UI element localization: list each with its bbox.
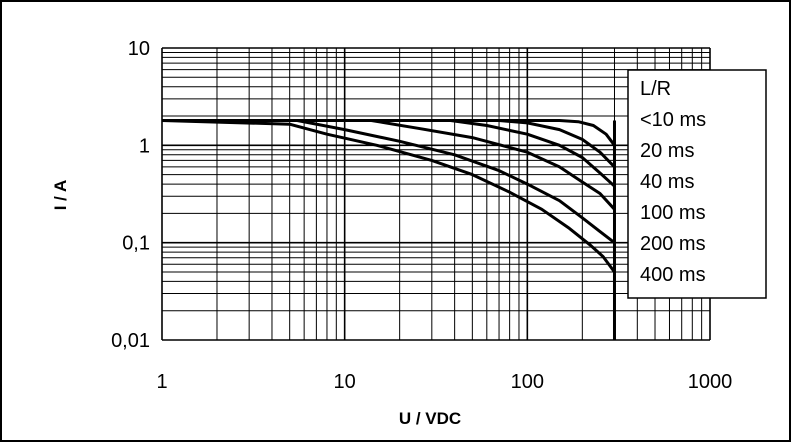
y-tick-label: 0,1 — [122, 233, 150, 255]
series-line — [161, 119, 616, 273]
legend-entry: 200 ms — [640, 233, 706, 255]
y-tick-label: 1 — [139, 135, 150, 157]
series-line — [162, 119, 616, 168]
legend-entry: <10 ms — [640, 109, 706, 131]
y-axis-label: I / A — [51, 180, 70, 211]
x-tick-label: 1 — [156, 371, 167, 393]
tick-labels: 1 10 100 1000 10 1 0,1 0,01 — [111, 38, 732, 393]
legend-title: L/R — [640, 78, 671, 100]
x-axis-label: U / VDC — [399, 409, 461, 428]
series-line — [162, 119, 616, 244]
y-tick-label: 0,01 — [111, 330, 150, 352]
x-tick-label: 10 — [334, 371, 356, 393]
grid — [161, 47, 711, 341]
legend-entry: 400 ms — [640, 264, 706, 286]
legend-box — [627, 69, 767, 299]
legend-entry: 100 ms — [640, 202, 706, 224]
x-tick-label: 1000 — [688, 371, 733, 393]
x-tick-label: 100 — [511, 371, 544, 393]
series-line — [162, 119, 616, 188]
legend-entry: 40 ms — [640, 171, 694, 193]
legend: L/R <10 ms 20 ms 40 ms 100 ms 200 ms 400 ms — [627, 69, 767, 299]
curves — [161, 119, 616, 340]
legend-entry: 20 ms — [640, 140, 694, 162]
series-line — [162, 119, 616, 211]
y-tick-label: 10 — [128, 38, 150, 60]
